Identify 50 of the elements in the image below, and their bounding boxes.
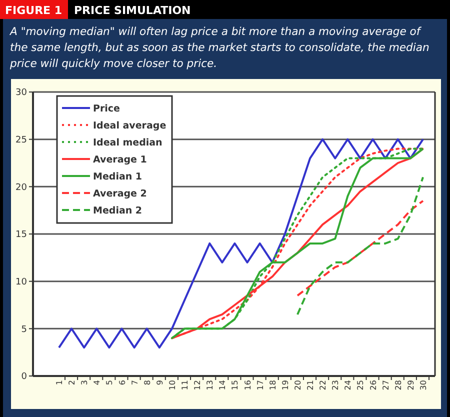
x-tick-label: 24 bbox=[344, 380, 353, 390]
x-tick-label: 16 bbox=[243, 380, 252, 390]
x-tick-label: 28 bbox=[394, 380, 403, 390]
x-tick-label: 17 bbox=[256, 380, 265, 390]
x-tick-label: 6 bbox=[118, 380, 127, 386]
x-tick-label: 12 bbox=[193, 380, 202, 390]
legend-label: Median 2 bbox=[93, 205, 142, 216]
x-tick-label: 27 bbox=[381, 380, 390, 390]
x-tick-label: 23 bbox=[331, 380, 340, 390]
text: A "moving median" will often lag price a bit more than a moving average of the same length, but as soon as the market starts to consolidate, the median price will quickly move closer to price. bbox=[9, 25, 430, 70]
legend-label: Price bbox=[93, 103, 120, 114]
x-tick-label: 4 bbox=[92, 380, 102, 386]
x-tick-label: 29 bbox=[406, 380, 416, 390]
y-tick-label: 5 bbox=[21, 324, 27, 335]
x-tick-label: 8 bbox=[142, 380, 152, 386]
x-tick-label: 5 bbox=[105, 380, 114, 386]
x-tick-label: 21 bbox=[306, 380, 316, 390]
x-tick-label: 9 bbox=[155, 380, 164, 386]
chart-title: FIGURE 1 bbox=[5, 4, 62, 17]
x-tick-label: 20 bbox=[293, 380, 302, 390]
y-tick-label: 15 bbox=[16, 230, 27, 240]
legend-label: Average 1 bbox=[93, 154, 147, 166]
x-tick-label: 7 bbox=[130, 380, 140, 386]
y-tick-label: 0 bbox=[21, 372, 28, 382]
y-tick-label: 20 bbox=[16, 182, 28, 193]
x-tick-label: 11 bbox=[180, 380, 190, 390]
y-tick-label: 30 bbox=[16, 88, 28, 98]
legend-label: Ideal median bbox=[93, 137, 163, 148]
x-tick-label: 18 bbox=[268, 380, 278, 390]
x-tick-label: 25 bbox=[356, 380, 366, 390]
legend-label: Average 2 bbox=[93, 188, 147, 200]
x-tick-label: 14 bbox=[218, 380, 228, 390]
x-tick-label: 30 bbox=[419, 380, 428, 390]
chart-subtitle: PRICE SIMULATION bbox=[74, 4, 191, 17]
x-tick-label: 1 bbox=[55, 380, 64, 386]
x-tick-label: 13 bbox=[206, 380, 215, 390]
y-tick-label: 10 bbox=[16, 277, 28, 288]
y-tick-label: 25 bbox=[16, 135, 27, 146]
line-series bbox=[58, 138, 424, 349]
legend-label: Median 1 bbox=[93, 171, 142, 182]
legend-label: Ideal average bbox=[93, 120, 166, 132]
x-tick-label: 10 bbox=[168, 380, 177, 390]
x-tick-label: 15 bbox=[230, 380, 240, 390]
x-tick-label: 22 bbox=[318, 380, 328, 390]
line-series bbox=[296, 176, 424, 316]
x-tick-label: 3 bbox=[80, 380, 90, 386]
x-tick-label: 26 bbox=[368, 380, 378, 390]
line-series bbox=[296, 200, 424, 297]
x-tick-label: 2 bbox=[68, 380, 77, 386]
x-tick-label: 19 bbox=[280, 380, 290, 390]
